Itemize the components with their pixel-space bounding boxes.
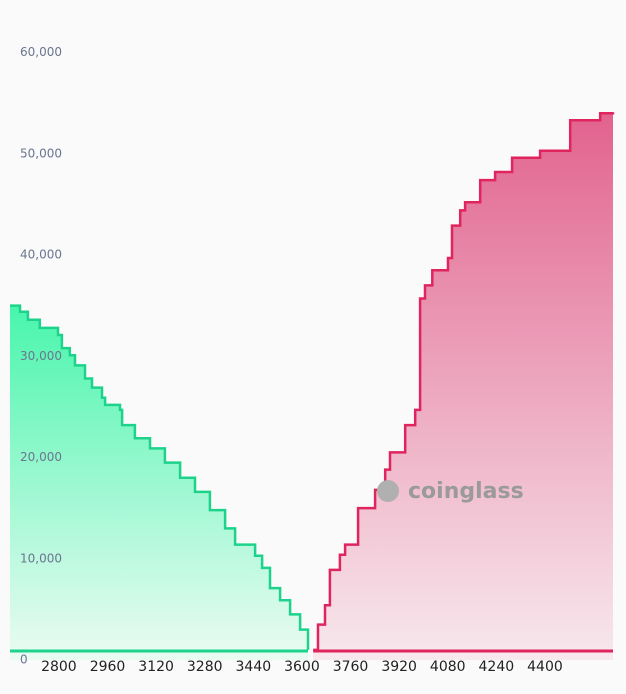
y-tick-label: 10,000 <box>20 551 62 565</box>
x-tick-label: 2960 <box>90 659 126 675</box>
ask-line <box>313 112 615 652</box>
x-tick-label: 3440 <box>236 659 272 675</box>
x-tick-label: 4080 <box>430 659 466 675</box>
x-tick-label: 4400 <box>527 659 563 675</box>
x-tick-label: 3120 <box>138 659 174 675</box>
x-tick-label: 3280 <box>187 659 223 675</box>
x-tick-label: 3920 <box>381 659 417 675</box>
watermark-text: coinglass <box>408 479 524 504</box>
bid-line <box>10 304 310 650</box>
bid-area <box>10 305 308 660</box>
y-tick-label: 50,000 <box>20 146 62 160</box>
x-tick-label: 3600 <box>284 659 320 675</box>
watermark-icon <box>377 480 399 502</box>
watermark: coinglass <box>377 479 524 504</box>
y-tick-label: 30,000 <box>20 349 62 363</box>
x-tick-label: 3760 <box>333 659 369 675</box>
y-tick-label: 40,000 <box>20 248 62 262</box>
y-tick-label: 20,000 <box>20 450 62 464</box>
y-tick-label: 60,000 <box>20 45 62 59</box>
plot <box>10 112 615 660</box>
x-tick-label: 4240 <box>479 659 515 675</box>
y-tick-label: 0 <box>20 653 28 667</box>
x-tick-label: 2800 <box>41 659 77 675</box>
ask-area <box>313 112 613 660</box>
